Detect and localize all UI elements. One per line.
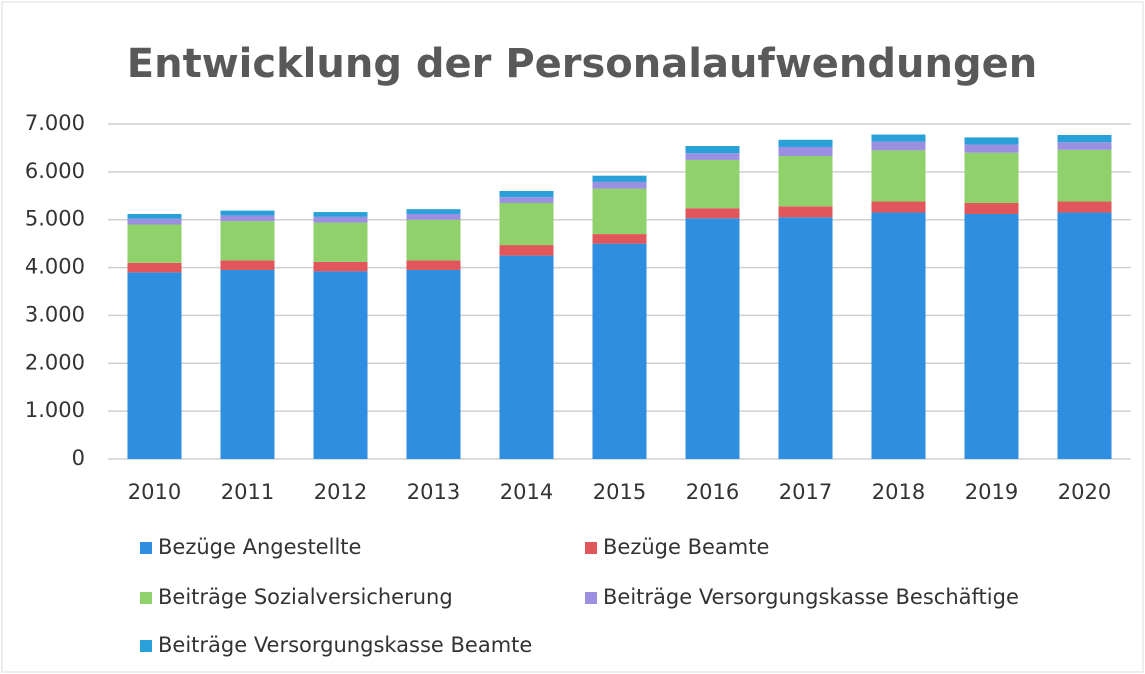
legend-label: Bezüge Angestellte bbox=[158, 535, 361, 559]
bar-segment bbox=[778, 146, 833, 157]
bar-segment bbox=[685, 146, 740, 154]
bar-segment bbox=[871, 141, 926, 151]
bar-segment bbox=[127, 262, 182, 273]
bar-segment bbox=[685, 159, 740, 209]
bar-segment bbox=[220, 210, 275, 216]
bar-segment bbox=[778, 139, 833, 147]
x-tick-label: 2020 bbox=[1058, 480, 1111, 504]
legend-swatch bbox=[585, 592, 597, 604]
legend-swatch bbox=[140, 640, 152, 652]
x-tick-label: 2011 bbox=[221, 480, 274, 504]
legend-swatch bbox=[140, 542, 152, 554]
bar-segment bbox=[1057, 212, 1112, 459]
legend-label: Beiträge Sozialversicherung bbox=[158, 585, 453, 609]
x-tick-label: 2012 bbox=[314, 480, 367, 504]
bar-segment bbox=[127, 224, 182, 263]
bar-segment bbox=[964, 152, 1019, 203]
bar-segment bbox=[499, 202, 554, 246]
bar-segment bbox=[685, 218, 740, 459]
x-tick-label: 2013 bbox=[407, 480, 460, 504]
x-tick-label: 2016 bbox=[686, 480, 739, 504]
y-tick-label: 2.000 bbox=[25, 350, 85, 374]
bar-segment bbox=[592, 188, 647, 235]
bar-segment bbox=[499, 191, 554, 198]
bar-segment bbox=[685, 153, 740, 160]
bar-segment bbox=[778, 156, 833, 207]
legend-swatch bbox=[585, 542, 597, 554]
x-tick-label: 2010 bbox=[128, 480, 181, 504]
bar-segment bbox=[127, 218, 182, 225]
y-tick-label: 0 bbox=[72, 446, 85, 470]
bar-segment bbox=[1057, 201, 1112, 213]
bar-segment bbox=[313, 212, 368, 217]
bar-segment bbox=[592, 243, 647, 459]
y-tick-label: 3.000 bbox=[25, 302, 85, 326]
bar-segment bbox=[1057, 149, 1112, 202]
bar-segment bbox=[964, 144, 1019, 153]
x-tick-label: 2015 bbox=[593, 480, 646, 504]
legend-label: Beiträge Versorgungskasse Beamte bbox=[158, 633, 532, 657]
bar-segment bbox=[220, 269, 275, 459]
bar-segment bbox=[964, 137, 1019, 145]
bar-segment bbox=[406, 209, 461, 214]
bar-segment bbox=[871, 150, 926, 202]
y-tick-label: 5.000 bbox=[25, 207, 85, 231]
y-tick-label: 6.000 bbox=[25, 159, 85, 183]
x-tick-label: 2017 bbox=[779, 480, 832, 504]
x-tick-label: 2018 bbox=[872, 480, 925, 504]
bar-segment bbox=[220, 260, 275, 270]
bar-segment bbox=[1057, 135, 1112, 143]
bar-segment bbox=[220, 215, 275, 222]
bar-segment bbox=[313, 271, 368, 459]
bar-segment bbox=[499, 245, 554, 256]
bar-segment bbox=[406, 260, 461, 270]
legend-swatch bbox=[140, 592, 152, 604]
bar-segment bbox=[313, 216, 368, 223]
bar-segment bbox=[964, 202, 1019, 214]
legend-label: Bezüge Beamte bbox=[603, 535, 769, 559]
bar-segment bbox=[499, 197, 554, 203]
bar-segment bbox=[220, 221, 275, 261]
chart-title: Entwicklung der Personalaufwendungen bbox=[127, 41, 1037, 87]
bar-segment bbox=[313, 261, 368, 272]
bar-segment bbox=[313, 222, 368, 262]
bar-segment bbox=[592, 234, 647, 244]
bar-segment bbox=[1057, 142, 1112, 150]
bar-segment bbox=[871, 201, 926, 213]
bar-segment bbox=[592, 181, 647, 189]
y-tick-label: 4.000 bbox=[25, 255, 85, 279]
bar-segment bbox=[499, 255, 554, 459]
x-tick-label: 2014 bbox=[500, 480, 553, 504]
y-tick-label: 1.000 bbox=[25, 398, 85, 422]
bar-segment bbox=[127, 272, 182, 459]
bar-segment bbox=[406, 213, 461, 220]
x-tick-label: 2019 bbox=[965, 480, 1018, 504]
bar-segment bbox=[964, 213, 1019, 459]
bar-segment bbox=[685, 208, 740, 219]
bar-segment bbox=[871, 212, 926, 459]
bar-segment bbox=[406, 269, 461, 459]
bar-segment bbox=[778, 217, 833, 459]
bar-segment bbox=[871, 134, 926, 142]
legend-label: Beiträge Versorgungskasse Beschäftige bbox=[603, 585, 1019, 609]
bar-segment bbox=[592, 175, 647, 182]
bar-segment bbox=[127, 213, 182, 219]
bar-segment bbox=[406, 219, 461, 261]
y-tick-label: 7.000 bbox=[25, 111, 85, 135]
bar-segment bbox=[778, 206, 833, 218]
